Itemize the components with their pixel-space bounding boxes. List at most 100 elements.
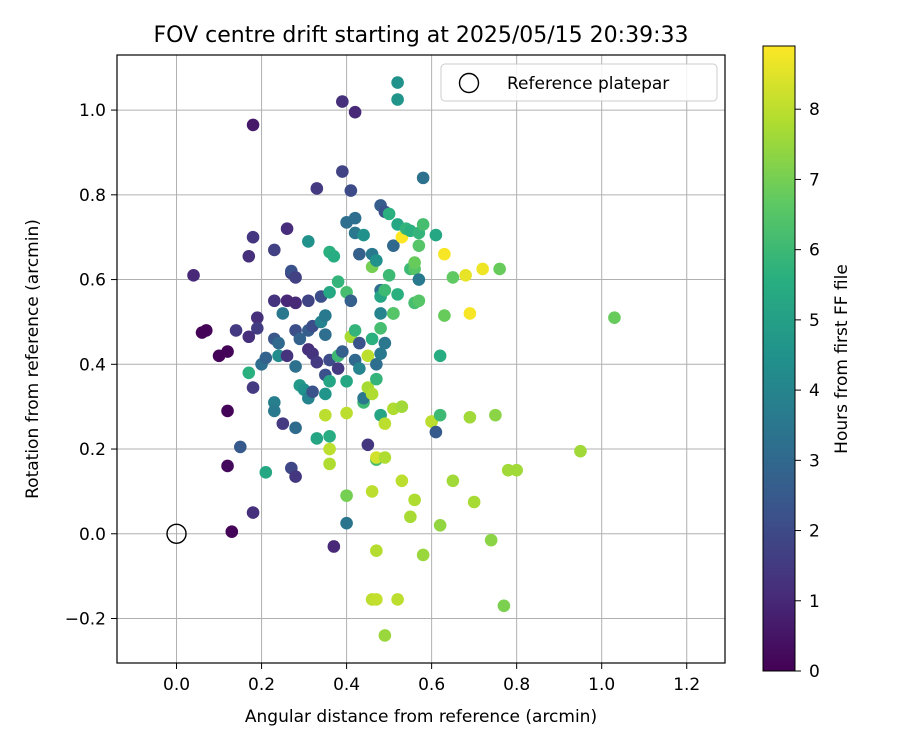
data-point	[378, 451, 392, 464]
data-point	[340, 516, 353, 530]
data-point	[246, 506, 260, 519]
data-point	[489, 408, 502, 422]
data-point	[382, 207, 396, 221]
data-point	[353, 362, 366, 375]
data-point	[323, 442, 336, 456]
data-point	[302, 294, 315, 308]
data-point	[251, 311, 264, 324]
data-point	[365, 485, 379, 498]
data-point	[429, 228, 443, 242]
data-point	[268, 243, 281, 257]
data-point	[429, 425, 443, 439]
data-point	[446, 474, 460, 488]
colorbar-tick-label: 3	[809, 451, 820, 471]
data-point	[323, 374, 336, 388]
data-point	[412, 239, 426, 252]
data-point	[199, 324, 213, 337]
data-point	[272, 336, 285, 350]
legend-box	[440, 63, 718, 102]
colorbar-gradient	[762, 45, 796, 672]
legend-reference-marker	[458, 72, 480, 94]
data-point	[510, 463, 523, 477]
data-point	[391, 93, 404, 106]
x-tick-label: 0.6	[418, 675, 445, 695]
data-point	[361, 438, 375, 452]
data-point	[374, 347, 387, 361]
data-point	[438, 247, 451, 261]
data-point	[493, 262, 506, 276]
y-tick-label: 0.0	[79, 525, 106, 545]
data-point	[331, 362, 345, 375]
data-point	[280, 222, 294, 236]
data-point	[336, 345, 349, 358]
x-axis-label: Angular distance from reference (arcmin)	[245, 707, 597, 727]
plot-frame	[116, 54, 726, 664]
data-point	[497, 599, 511, 613]
colorbar: 0 1 2 3 4 5 6 7 8 Hours from first FF file	[762, 45, 852, 682]
colorbar-tick-label: 6	[809, 241, 820, 261]
data-point	[378, 283, 392, 297]
data-point	[361, 349, 375, 363]
chart-title: FOV centre drift starting at 2025/05/15 …	[154, 23, 689, 48]
data-point	[365, 387, 379, 401]
data-point	[476, 262, 489, 276]
legend: Reference platepar	[440, 63, 718, 102]
colorbar-label: Hours from first FF file	[832, 264, 852, 454]
data-point	[463, 307, 477, 320]
data-point	[310, 432, 324, 445]
data-point	[433, 349, 447, 363]
y-axis-label: Rotation from reference (arcmin)	[23, 219, 43, 499]
y-tick-label: −0.2	[65, 610, 106, 630]
colorbar-tick-label: 1	[809, 592, 820, 612]
x-tick-label: 1.2	[673, 675, 700, 695]
y-tick-label: 0.4	[79, 355, 106, 375]
data-point	[378, 417, 392, 430]
data-point	[289, 271, 302, 284]
reference-marker-group	[166, 523, 187, 544]
legend-entry-reference-platepar: Reference platepar	[507, 74, 669, 94]
data-point	[433, 408, 447, 422]
data-point	[302, 235, 315, 248]
data-point	[608, 311, 621, 324]
data-point	[319, 309, 332, 322]
data-point	[221, 345, 234, 358]
data-point	[365, 332, 379, 346]
y-tick-label: 0.2	[79, 440, 106, 460]
data-point	[340, 489, 353, 502]
data-point	[225, 525, 239, 538]
colorbar-tick-label: 8	[809, 100, 820, 120]
data-point	[374, 307, 387, 320]
data-point	[306, 385, 319, 399]
data-point	[319, 408, 332, 422]
data-point	[416, 548, 430, 562]
data-point	[310, 182, 324, 195]
data-point	[370, 544, 383, 558]
data-point	[276, 417, 290, 430]
data-point	[378, 336, 392, 350]
x-tick-label: 0.4	[333, 675, 360, 695]
data-point	[370, 593, 383, 606]
colorbar-ticks: 0 1 2 3 4 5 6 7 8	[795, 100, 820, 682]
data-point	[242, 366, 256, 380]
y-tick-label: 0.6	[79, 271, 106, 291]
data-point	[259, 466, 273, 479]
data-point	[229, 324, 243, 337]
data-point	[433, 518, 447, 532]
data-point	[268, 294, 281, 308]
x-axis: 0.0 0.2 0.4 0.6 0.8 1.0 1.2	[163, 663, 700, 695]
data-point	[242, 330, 256, 344]
data-point	[574, 444, 587, 458]
data-point	[259, 351, 273, 365]
data-point	[382, 269, 396, 282]
data-point	[395, 474, 409, 488]
data-point	[446, 271, 460, 284]
data-point	[463, 410, 477, 424]
data-point	[378, 629, 392, 642]
data-point	[221, 459, 234, 473]
data-point	[353, 247, 366, 261]
data-point	[331, 275, 345, 288]
data-point	[387, 307, 400, 320]
data-point	[395, 400, 409, 413]
data-point	[416, 171, 430, 185]
